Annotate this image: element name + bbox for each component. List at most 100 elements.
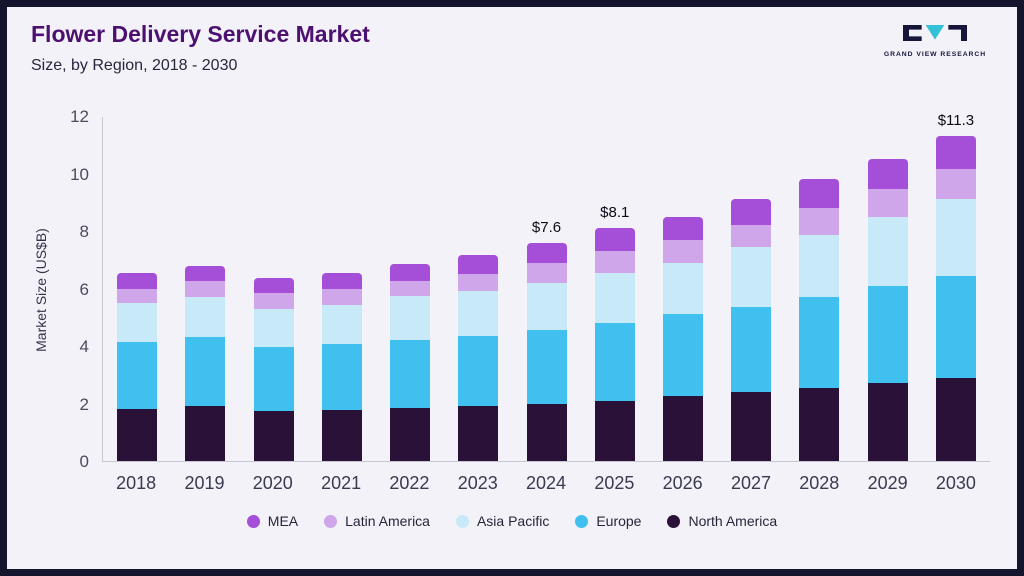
legend-item-north-america: North America bbox=[667, 513, 777, 529]
logo-text: GRAND VIEW RESEARCH bbox=[883, 51, 987, 58]
segment-north-america bbox=[185, 406, 226, 461]
legend-item-europe: Europe bbox=[575, 513, 641, 529]
segment-asia-pacific bbox=[117, 302, 158, 342]
legend-label: Latin America bbox=[345, 513, 430, 529]
legend-swatch bbox=[575, 514, 589, 528]
segment-mea bbox=[458, 255, 499, 275]
segment-mea bbox=[253, 278, 294, 293]
segment-mea bbox=[321, 272, 362, 289]
bar-stack bbox=[526, 242, 567, 461]
legend-item-mea: MEA bbox=[246, 513, 298, 529]
bar-stack bbox=[117, 272, 158, 461]
bar-stack bbox=[662, 216, 703, 461]
x-axis-ticks: 2018 2019 2020 2021 2022 2023 2024 2025 2026 2027… bbox=[102, 473, 990, 494]
segment-north-america bbox=[458, 405, 499, 461]
segment-north-america bbox=[935, 377, 976, 461]
x-tick-label: 2025 bbox=[594, 473, 635, 493]
bar-column-2027 bbox=[717, 117, 785, 461]
segment-latin-america bbox=[253, 292, 294, 309]
segment-europe bbox=[935, 275, 976, 378]
segment-north-america bbox=[594, 400, 635, 461]
segment-europe bbox=[390, 340, 431, 408]
segment-europe bbox=[867, 285, 908, 384]
bar-stack bbox=[799, 179, 840, 461]
segment-latin-america bbox=[799, 208, 840, 236]
y-tick-label: 0 bbox=[79, 452, 89, 471]
x-tick-label: 2027 bbox=[730, 473, 771, 493]
bar-column-2019 bbox=[171, 117, 239, 461]
bar-stack bbox=[321, 272, 362, 461]
segment-north-america bbox=[117, 409, 158, 461]
bar-column-2026 bbox=[649, 117, 717, 461]
legend-label: North America bbox=[688, 513, 778, 529]
gvr-logo-icon bbox=[903, 25, 967, 41]
bar-stack bbox=[253, 278, 294, 461]
bar-column-2028 bbox=[785, 117, 853, 461]
bar-column-2029 bbox=[854, 117, 922, 461]
segment-europe bbox=[662, 314, 703, 397]
bar-value-annotation: $11.3 bbox=[937, 112, 975, 130]
bar-column-2030: $11.3 bbox=[922, 112, 990, 461]
segment-europe bbox=[799, 297, 840, 388]
bar-column-2025: $8.1 bbox=[581, 117, 649, 461]
segment-asia-pacific bbox=[867, 216, 908, 286]
x-tick-label: 2024 bbox=[526, 473, 567, 493]
plot-area: $7.6 $8.1 $11.3 bbox=[102, 112, 990, 462]
bar-column-2022 bbox=[376, 117, 444, 461]
segment-europe bbox=[185, 337, 226, 407]
segment-asia-pacific bbox=[594, 272, 635, 323]
segment-europe bbox=[731, 307, 772, 392]
segment-north-america bbox=[526, 403, 567, 461]
segment-mea bbox=[799, 179, 840, 208]
bar-stack bbox=[185, 265, 226, 461]
segment-latin-america bbox=[731, 225, 772, 247]
x-tick-label: 2023 bbox=[457, 473, 498, 493]
segment-asia-pacific bbox=[662, 262, 703, 315]
segment-north-america bbox=[321, 409, 362, 461]
segment-north-america bbox=[390, 407, 431, 461]
legend-label: Asia Pacific bbox=[476, 513, 550, 529]
segment-latin-america bbox=[526, 262, 567, 283]
bar-column-2018 bbox=[103, 117, 171, 461]
segment-latin-america bbox=[594, 251, 635, 273]
segment-north-america bbox=[731, 392, 772, 461]
y-tick-label: 2 bbox=[79, 394, 89, 414]
x-tick-label: 2021 bbox=[321, 473, 362, 493]
y-axis-ticks: 0 2 4 6 8 10 12 bbox=[49, 107, 95, 471]
segment-asia-pacific bbox=[321, 304, 362, 344]
segment-mea bbox=[117, 272, 158, 289]
segment-latin-america bbox=[662, 239, 703, 263]
segment-latin-america bbox=[935, 169, 976, 200]
x-tick-label: 2022 bbox=[389, 473, 430, 493]
y-tick-label: 12 bbox=[70, 107, 89, 126]
segment-latin-america bbox=[185, 281, 226, 298]
segment-north-america bbox=[799, 387, 840, 461]
segment-asia-pacific bbox=[185, 297, 226, 338]
bar-column-2024: $7.6 bbox=[512, 117, 580, 461]
x-tick-label: 2029 bbox=[867, 473, 908, 493]
segment-latin-america bbox=[867, 189, 908, 217]
segment-mea bbox=[526, 242, 567, 263]
x-tick-label: 2020 bbox=[252, 473, 293, 493]
bar-column-2020 bbox=[239, 117, 307, 461]
x-tick-label: 2028 bbox=[799, 473, 840, 493]
bar-stack bbox=[935, 136, 976, 461]
legend-item-latin-america: Latin America bbox=[324, 513, 430, 529]
segment-north-america bbox=[867, 383, 908, 461]
legend-swatch bbox=[667, 514, 681, 528]
x-tick-label: 2018 bbox=[116, 473, 157, 493]
segment-asia-pacific bbox=[253, 308, 294, 348]
segment-asia-pacific bbox=[458, 291, 499, 336]
bar-column-2023 bbox=[444, 117, 512, 461]
legend-item-asia-pacific: Asia Pacific bbox=[455, 513, 550, 529]
segment-latin-america bbox=[321, 288, 362, 305]
page-subtitle: Size, by Region, 2018 - 2030 bbox=[31, 57, 238, 74]
segment-asia-pacific bbox=[526, 282, 567, 331]
segment-asia-pacific bbox=[731, 246, 772, 308]
grand-view-research-logo: GRAND VIEW RESEARCH bbox=[879, 23, 991, 58]
segment-latin-america bbox=[458, 274, 499, 292]
segment-mea bbox=[390, 264, 431, 282]
page-title: Flower Delivery Service Market bbox=[31, 21, 370, 47]
segment-mea bbox=[935, 136, 976, 170]
